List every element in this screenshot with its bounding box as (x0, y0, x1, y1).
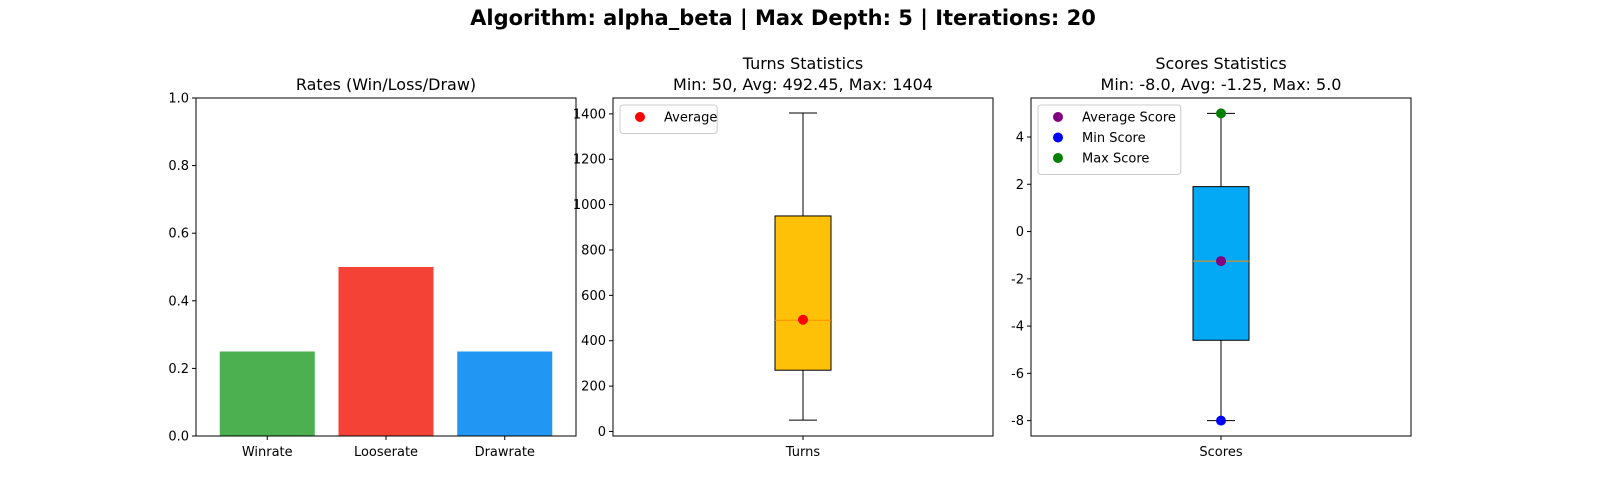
scores-chart-subtitle: Min: -8.0, Avg: -1.25, Max: 5.0 (1101, 75, 1342, 94)
y-tick-label: 0.8 (168, 159, 189, 174)
x-tick-label: Looserate (354, 445, 418, 460)
scores-plot-area: -8 -6 -4 -2 0 2 4 Scores Average Score Min Score M… (1011, 97, 1412, 460)
axes-frame (612, 97, 994, 437)
turns-chart-subtitle: Min: 50, Avg: 492.45, Max: 1404 (673, 75, 933, 94)
legend-label: Average (664, 111, 717, 126)
y-tick-label: 600 (581, 289, 606, 304)
bar-winrate (219, 351, 315, 436)
y-tick-label: -8 (1011, 414, 1024, 429)
point-average (798, 314, 808, 325)
figure-suptitle: Algorithm: alpha_beta | Max Depth: 5 | I… (470, 6, 1096, 31)
rates-plot-area: 0.0 0.2 0.4 0.6 0.8 1.0 Winrate Looserate Drawra… (168, 92, 577, 460)
bar-drawrate (457, 351, 553, 436)
point-average-score (1216, 256, 1226, 267)
legend-marker (1053, 112, 1063, 122)
y-tick-label: 0.6 (168, 227, 189, 242)
legend-marker (635, 112, 645, 122)
legend-marker (1053, 132, 1063, 143)
legend-label: Min Score (1082, 131, 1146, 146)
point-max-score (1216, 108, 1226, 119)
y-tick-label: 1.0 (168, 92, 189, 107)
y-tick-label: 0 (1016, 225, 1024, 240)
scores-chart: Scores Statistics Min: -8.0, Avg: -1.25,… (1011, 54, 1412, 460)
scores-chart-title: Scores Statistics (1155, 54, 1286, 73)
y-tick-label: 0 (598, 425, 606, 440)
y-tick-label: -6 (1011, 367, 1024, 382)
legend-label: Average Score (1082, 111, 1176, 126)
y-tick-label: 4 (1016, 131, 1024, 146)
y-tick-label: 0.0 (168, 430, 189, 445)
y-tick-label: 0.2 (168, 362, 189, 377)
y-tick-label: 800 (581, 243, 606, 258)
box-iqr (774, 215, 832, 371)
turns-plot-area: 0 200 400 600 800 1000 1200 1400 Turns Average (573, 97, 994, 460)
x-tick-label: Drawrate (475, 445, 535, 460)
legend-box (619, 104, 718, 134)
y-tick-label: 0.4 (168, 294, 189, 309)
rates-chart-title: Rates (Win/Loss/Draw) (296, 75, 476, 94)
x-tick-label: Turns (785, 445, 821, 460)
rates-chart: Rates (Win/Loss/Draw) 0.0 0.2 0.4 0.6 0.8 1.0… (168, 75, 577, 460)
y-tick-label: 200 (581, 380, 606, 395)
axes-frame (1030, 97, 1412, 437)
x-tick-label: Winrate (242, 445, 293, 460)
point-min-score (1216, 415, 1226, 426)
y-tick-label: -2 (1011, 272, 1024, 287)
y-tick-label: 1000 (573, 198, 606, 213)
x-tick-label: Scores (1199, 445, 1242, 460)
legend-box (1037, 104, 1182, 175)
y-tick-label: 2 (1016, 178, 1024, 193)
y-tick-label: 1400 (573, 107, 606, 122)
turns-chart-title: Turns Statistics (742, 54, 863, 73)
turns-chart: Turns Statistics Min: 50, Avg: 492.45, M… (573, 54, 994, 460)
axes-frame (195, 97, 577, 437)
y-tick-label: 1200 (573, 153, 606, 168)
legend-marker (1053, 153, 1063, 163)
y-tick-label: -4 (1011, 320, 1024, 335)
y-tick-label: 400 (581, 334, 606, 349)
legend-label: Max Score (1082, 152, 1149, 167)
bar-looserate (338, 267, 434, 436)
